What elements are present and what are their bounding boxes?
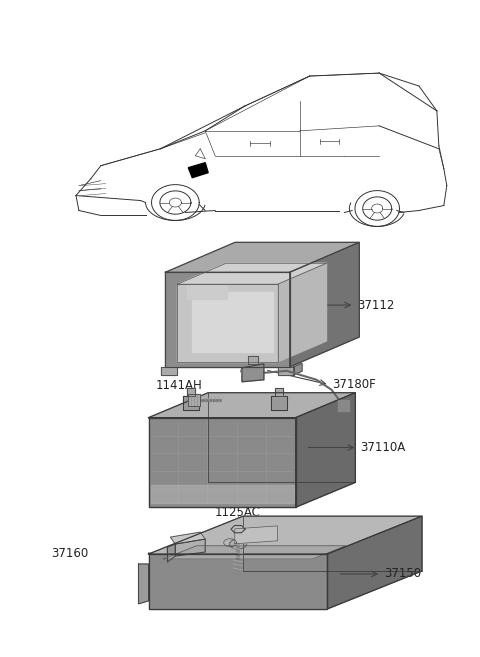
Polygon shape xyxy=(166,272,290,367)
Polygon shape xyxy=(338,399,349,411)
Polygon shape xyxy=(231,526,245,533)
Polygon shape xyxy=(229,539,246,549)
Polygon shape xyxy=(278,367,294,374)
Text: 1141AH: 1141AH xyxy=(156,378,202,392)
Polygon shape xyxy=(327,516,422,609)
Polygon shape xyxy=(183,396,199,410)
Polygon shape xyxy=(178,263,326,284)
Polygon shape xyxy=(164,546,346,559)
Polygon shape xyxy=(148,418,296,507)
Polygon shape xyxy=(294,363,302,374)
Text: 1125AC: 1125AC xyxy=(215,506,261,519)
Polygon shape xyxy=(188,394,200,405)
Polygon shape xyxy=(296,393,355,507)
Polygon shape xyxy=(188,163,208,177)
Text: 37160: 37160 xyxy=(51,547,88,560)
Polygon shape xyxy=(148,393,355,418)
Polygon shape xyxy=(170,532,205,544)
Polygon shape xyxy=(271,396,287,410)
Polygon shape xyxy=(278,263,326,362)
Polygon shape xyxy=(192,292,273,352)
Polygon shape xyxy=(161,367,178,374)
Polygon shape xyxy=(175,539,205,556)
Text: 37180F: 37180F xyxy=(333,378,376,392)
Polygon shape xyxy=(183,404,204,406)
Text: 37150: 37150 xyxy=(384,568,421,580)
Polygon shape xyxy=(187,388,195,396)
Text: 37110A: 37110A xyxy=(360,441,406,454)
Polygon shape xyxy=(187,284,227,299)
Text: 37112: 37112 xyxy=(357,298,395,311)
Polygon shape xyxy=(148,516,422,554)
Polygon shape xyxy=(148,554,327,609)
Polygon shape xyxy=(178,284,278,362)
Polygon shape xyxy=(290,242,360,367)
Polygon shape xyxy=(151,486,294,503)
Polygon shape xyxy=(166,242,360,272)
Polygon shape xyxy=(235,526,277,544)
Polygon shape xyxy=(248,356,258,364)
Polygon shape xyxy=(139,564,148,604)
Polygon shape xyxy=(275,388,283,396)
Polygon shape xyxy=(242,364,264,382)
Polygon shape xyxy=(168,544,175,562)
